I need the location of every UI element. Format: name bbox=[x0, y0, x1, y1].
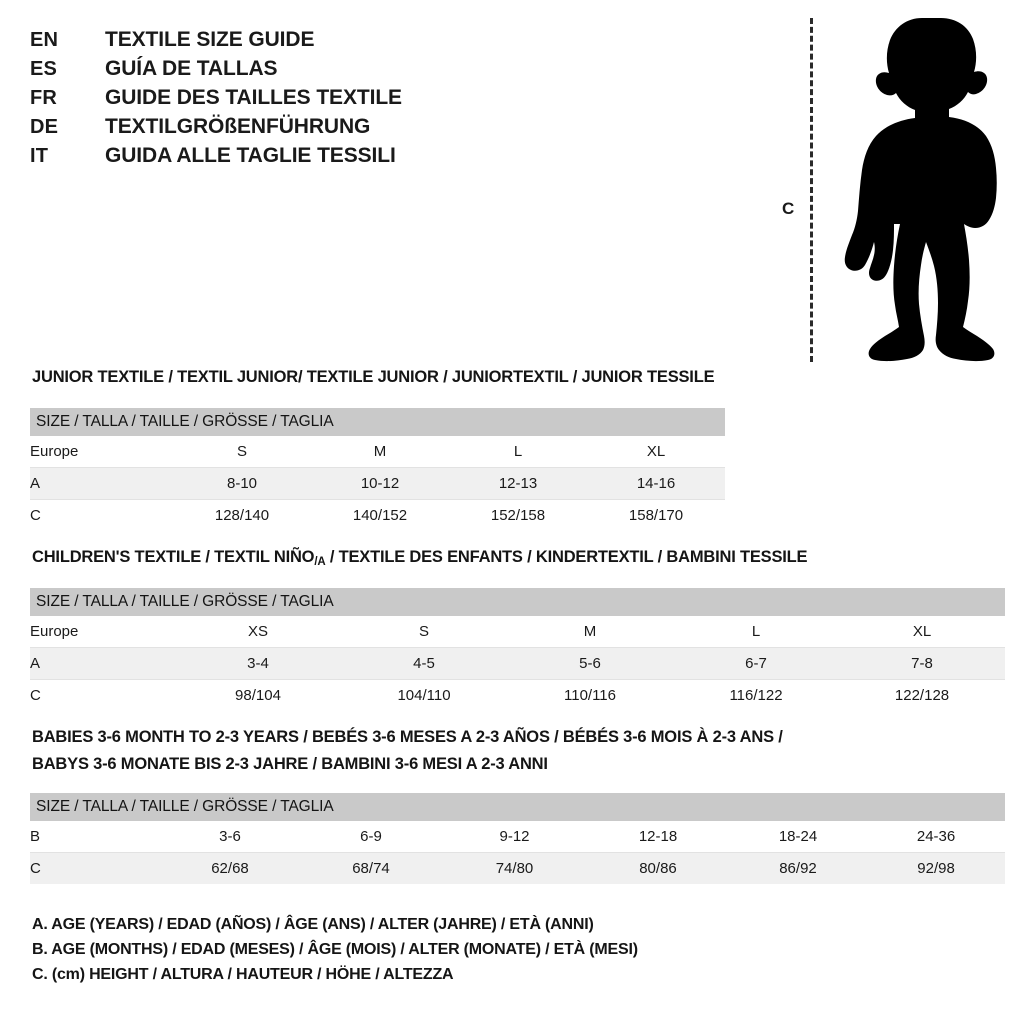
children-size-xl: XL bbox=[839, 616, 1006, 648]
footnote-a: A. AGE (YEARS) / EDAD (AÑOS) / ÂGE (ANS)… bbox=[32, 916, 594, 933]
babies-size-table: SIZE / TALLA / TAILLE / GRÖSSE / TAGLIA … bbox=[30, 793, 1006, 884]
children-heading-subscript: /A bbox=[314, 556, 326, 568]
table-row: A 3-4 4-5 5-6 6-7 7-8 bbox=[30, 647, 1006, 680]
babies-c-col1: 62/68 bbox=[160, 852, 300, 884]
junior-size-xl: XL bbox=[587, 436, 726, 468]
table-row: C 62/68 68/74 74/80 80/86 86/92 92/98 bbox=[30, 852, 1006, 884]
babies-b-col2: 6-9 bbox=[300, 821, 442, 853]
babies-b-col3: 9-12 bbox=[442, 821, 587, 853]
babies-c-col5: 86/92 bbox=[729, 852, 867, 884]
babies-c-col6: 92/98 bbox=[867, 852, 1006, 884]
language-code-es: ES bbox=[30, 58, 58, 80]
children-c-xl: 122/128 bbox=[839, 679, 1006, 711]
children-a-xs: 3-4 bbox=[175, 647, 341, 680]
language-code-en: EN bbox=[30, 29, 59, 51]
title-text-es: GUÍA DE TALLAS bbox=[105, 57, 278, 80]
children-c-s: 104/110 bbox=[341, 679, 507, 711]
children-a-m: 5-6 bbox=[507, 647, 673, 680]
title-row-fr: FR GUIDE DES TAILLES TEXTILE bbox=[30, 86, 550, 115]
babies-c-col3: 74/80 bbox=[442, 852, 587, 884]
junior-c-l: 152/158 bbox=[449, 499, 587, 531]
table-row: A 8-10 10-12 12-13 14-16 bbox=[30, 467, 726, 500]
legend-footnotes: A. AGE (YEARS) / EDAD (AÑOS) / ÂGE (ANS)… bbox=[32, 912, 792, 987]
junior-size-l: L bbox=[449, 436, 587, 468]
babies-row-key-b: B bbox=[30, 821, 160, 853]
children-table-band-row: SIZE / TALLA / TAILLE / GRÖSSE / TAGLIA bbox=[30, 588, 1006, 616]
title-row-de: DE TEXTILGRÖßENFÜHRUNG bbox=[30, 115, 550, 144]
children-section-heading: CHILDREN'S TEXTILE / TEXTIL NIÑO/A / TEX… bbox=[32, 548, 808, 568]
babies-c-col2: 68/74 bbox=[300, 852, 442, 884]
junior-a-l: 12-13 bbox=[449, 467, 587, 500]
title-row-it: IT GUIDA ALLE TAGLIE TESSILI bbox=[30, 144, 550, 173]
junior-row-key-c: C bbox=[30, 499, 173, 531]
children-size-l: L bbox=[673, 616, 839, 648]
babies-row-key-c: C bbox=[30, 852, 160, 884]
junior-size-m: M bbox=[311, 436, 449, 468]
junior-band-label: SIZE / TALLA / TAILLE / GRÖSSE / TAGLIA bbox=[30, 408, 726, 436]
junior-a-s: 8-10 bbox=[173, 467, 311, 500]
children-row-key-a: A bbox=[30, 647, 175, 680]
junior-a-m: 10-12 bbox=[311, 467, 449, 500]
junior-table-band-row: SIZE / TALLA / TAILLE / GRÖSSE / TAGLIA bbox=[30, 408, 726, 436]
children-a-s: 4-5 bbox=[341, 647, 507, 680]
junior-c-m: 140/152 bbox=[311, 499, 449, 531]
children-region-label: Europe bbox=[30, 616, 175, 648]
children-heading-part2: / TEXTILE DES ENFANTS / KINDERTEXTIL / B… bbox=[325, 548, 808, 566]
children-band-label: SIZE / TALLA / TAILLE / GRÖSSE / TAGLIA bbox=[30, 588, 1006, 616]
children-size-m: M bbox=[507, 616, 673, 648]
height-dimension-label: C bbox=[782, 199, 795, 218]
babies-section-heading: BABIES 3-6 MONTH TO 2-3 YEARS / BEBÉS 3-… bbox=[32, 728, 783, 774]
babies-b-col1: 3-6 bbox=[160, 821, 300, 853]
junior-section-heading: JUNIOR TEXTILE / TEXTIL JUNIOR/ TEXTILE … bbox=[32, 368, 715, 386]
height-measurement-figure: C bbox=[770, 14, 1020, 366]
children-c-m: 110/116 bbox=[507, 679, 673, 711]
table-row: C 128/140 140/152 152/158 158/170 bbox=[30, 499, 726, 531]
babies-c-col4: 80/86 bbox=[587, 852, 729, 884]
title-text-fr: GUIDE DES TAILLES TEXTILE bbox=[105, 86, 402, 109]
title-row-en: EN TEXTILE SIZE GUIDE bbox=[30, 28, 550, 57]
footnote-b: B. AGE (MONTHS) / EDAD (MESES) / ÂGE (MO… bbox=[32, 941, 638, 958]
language-code-de: DE bbox=[30, 116, 59, 138]
babies-heading-line2: BABYS 3-6 MONATE BIS 2-3 JAHRE / BAMBINI… bbox=[32, 755, 548, 773]
title-text-de: TEXTILGRÖßENFÜHRUNG bbox=[105, 115, 371, 138]
children-size-s: S bbox=[341, 616, 507, 648]
babies-table-band-row: SIZE / TALLA / TAILLE / GRÖSSE / TAGLIA bbox=[30, 793, 1006, 821]
children-size-table: SIZE / TALLA / TAILLE / GRÖSSE / TAGLIA … bbox=[30, 588, 1006, 711]
junior-region-label: Europe bbox=[30, 436, 173, 468]
height-dimension-line bbox=[810, 18, 813, 362]
title-text-it: GUIDA ALLE TAGLIE TESSILI bbox=[105, 144, 396, 167]
junior-size-table: SIZE / TALLA / TAILLE / GRÖSSE / TAGLIA … bbox=[30, 408, 726, 531]
babies-b-col5: 18-24 bbox=[729, 821, 867, 853]
babies-b-col4: 12-18 bbox=[587, 821, 729, 853]
children-header-row: Europe XS S M L XL bbox=[30, 616, 1006, 648]
babies-band-label: SIZE / TALLA / TAILLE / GRÖSSE / TAGLIA bbox=[30, 793, 1006, 821]
junior-c-xl: 158/170 bbox=[587, 499, 726, 531]
junior-row-key-a: A bbox=[30, 467, 173, 500]
title-row-es: ES GUÍA DE TALLAS bbox=[30, 57, 550, 86]
junior-size-s: S bbox=[173, 436, 311, 468]
junior-a-xl: 14-16 bbox=[587, 467, 726, 500]
junior-header-row: Europe S M L XL bbox=[30, 436, 726, 468]
table-row: B 3-6 6-9 9-12 12-18 18-24 24-36 bbox=[30, 821, 1006, 853]
babies-b-col6: 24-36 bbox=[867, 821, 1006, 853]
language-code-fr: FR bbox=[30, 87, 58, 109]
children-a-xl: 7-8 bbox=[839, 647, 1006, 680]
child-silhouette-icon bbox=[844, 18, 997, 362]
title-text-en: TEXTILE SIZE GUIDE bbox=[105, 28, 315, 51]
babies-heading-line1: BABIES 3-6 MONTH TO 2-3 YEARS / BEBÉS 3-… bbox=[32, 728, 783, 746]
table-row: C 98/104 104/110 110/116 116/122 122/128 bbox=[30, 679, 1006, 711]
children-size-xs: XS bbox=[175, 616, 341, 648]
children-a-l: 6-7 bbox=[673, 647, 839, 680]
children-heading-part1: CHILDREN'S TEXTILE / TEXTIL NIÑO bbox=[32, 548, 315, 566]
children-c-l: 116/122 bbox=[673, 679, 839, 711]
multilingual-title-block: EN TEXTILE SIZE GUIDE ES GUÍA DE TALLAS … bbox=[30, 28, 550, 173]
footnote-c: C. (cm) HEIGHT / ALTURA / HAUTEUR / HÖHE… bbox=[32, 966, 454, 983]
junior-c-s: 128/140 bbox=[173, 499, 311, 531]
language-code-it: IT bbox=[30, 145, 49, 167]
children-c-xs: 98/104 bbox=[175, 679, 341, 711]
children-row-key-c: C bbox=[30, 679, 175, 711]
